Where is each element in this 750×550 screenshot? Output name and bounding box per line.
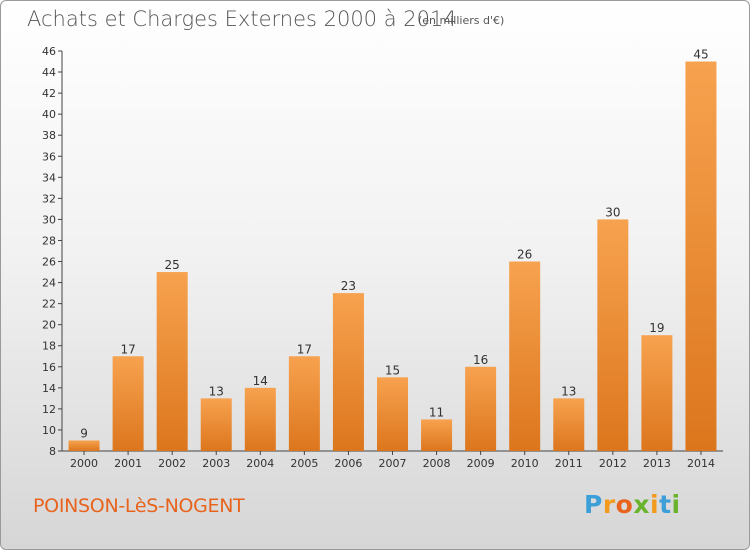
value-label-2002: 25	[165, 258, 180, 272]
x-tick-label-2012: 2012	[599, 457, 627, 470]
x-tick-label-2007: 2007	[379, 457, 407, 470]
x-tick-label-2001: 2001	[114, 457, 142, 470]
y-tick-label: 38	[42, 129, 56, 142]
y-tick-label: 32	[42, 192, 56, 205]
y-tick-label: 24	[42, 277, 56, 290]
bar-2000	[68, 440, 100, 451]
value-label-2008: 11	[429, 405, 444, 419]
y-tick-label: 18	[42, 340, 56, 353]
x-tick-label-2003: 2003	[202, 457, 230, 470]
bar-2012	[597, 219, 629, 451]
value-label-2009: 16	[473, 353, 488, 367]
bar-2001	[112, 356, 144, 451]
chart-subtitle: (en milliers d'€)	[418, 14, 505, 27]
value-label-2012: 30	[605, 205, 620, 219]
chart-title: Achats et Charges Externes 2000 à 2014	[27, 7, 457, 31]
x-tick-label-2005: 2005	[290, 457, 318, 470]
value-label-2001: 17	[120, 342, 135, 356]
bar-2009	[465, 366, 497, 451]
value-label-2014: 45	[693, 48, 708, 62]
value-label-2000: 9	[80, 426, 88, 440]
y-tick-label: 10	[42, 424, 56, 437]
value-label-2007: 15	[385, 363, 400, 377]
y-tick-label: 22	[42, 298, 56, 311]
bar-2003	[200, 398, 232, 451]
value-labels: 9 17 25 13 14 17 23 15 11 16 26 13 30 19 45	[80, 48, 708, 441]
bar-2014	[685, 61, 717, 452]
x-tick-label-2014: 2014	[687, 457, 715, 470]
bar-2013	[641, 335, 673, 451]
x-tick-label-2002: 2002	[158, 457, 186, 470]
y-tick-label: 20	[42, 319, 56, 332]
value-label-2013: 19	[649, 321, 664, 335]
bar-2011	[553, 398, 585, 451]
x-tick-label-2000: 2000	[70, 457, 98, 470]
x-tick-label-2011: 2011	[555, 457, 583, 470]
y-tick-label: 42	[42, 87, 56, 100]
value-label-2005: 17	[297, 342, 312, 356]
y-tick-label: 30	[42, 213, 56, 226]
bar-2007	[377, 377, 408, 451]
x-tick-label-2013: 2013	[643, 457, 671, 470]
value-label-2006: 23	[341, 279, 356, 293]
commune-name: POINSON-LèS-NOGENT	[33, 495, 245, 517]
value-label-2004: 14	[253, 374, 268, 388]
y-tick-label: 44	[42, 66, 56, 79]
x-tick-label-2010: 2010	[511, 457, 539, 470]
bar-2005	[288, 356, 320, 451]
y-tick-label: 8	[49, 445, 56, 458]
bars	[68, 61, 717, 452]
x-tick-label-2004: 2004	[246, 457, 274, 470]
proxiti-logo[interactable]: Proxiti	[584, 490, 681, 519]
x-tick-label-2006: 2006	[334, 457, 362, 470]
bar-2008	[421, 419, 453, 451]
x-tick-label-2008: 2008	[423, 457, 451, 470]
bar-2010	[509, 261, 541, 451]
y-tick-label: 40	[42, 108, 56, 121]
axes: 8 10 12 14 16 18 20 22 24 26 28 30 32 34 36 38 40 42 44 46 2…	[42, 45, 723, 470]
y-tick-label: 16	[42, 361, 56, 374]
y-tick-label: 46	[42, 45, 56, 58]
y-tick-label: 26	[42, 256, 56, 269]
bar-2002	[156, 272, 188, 451]
y-tick-label: 34	[42, 171, 56, 184]
y-tick-label: 28	[42, 234, 56, 247]
x-tick-label-2009: 2009	[467, 457, 495, 470]
bar-2004	[244, 387, 276, 451]
value-label-2003: 13	[209, 384, 224, 398]
y-tick-label: 36	[42, 150, 56, 163]
bar-2006	[332, 293, 364, 451]
value-label-2011: 13	[561, 384, 576, 398]
y-tick-label: 12	[42, 403, 56, 416]
y-tick-label: 14	[42, 382, 56, 395]
value-label-2010: 26	[517, 248, 532, 262]
